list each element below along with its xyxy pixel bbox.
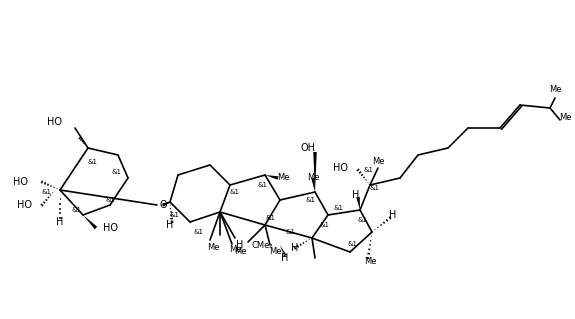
Text: HO: HO xyxy=(102,223,117,233)
Text: OH: OH xyxy=(301,143,316,153)
Text: HO: HO xyxy=(13,177,28,187)
Text: HO: HO xyxy=(47,117,62,127)
Text: &1: &1 xyxy=(319,222,329,228)
Text: H: H xyxy=(166,220,174,230)
Text: H: H xyxy=(389,210,397,220)
Text: &1: &1 xyxy=(88,159,98,165)
Polygon shape xyxy=(265,175,278,180)
Text: &1: &1 xyxy=(72,207,82,213)
Text: &1: &1 xyxy=(193,229,203,235)
Text: &1: &1 xyxy=(333,205,343,211)
Text: H: H xyxy=(292,243,298,253)
Text: CMe₂: CMe₂ xyxy=(251,241,273,249)
Text: Me: Me xyxy=(306,174,319,182)
Text: Me: Me xyxy=(372,158,384,167)
Text: &1: &1 xyxy=(265,215,275,221)
Text: &1: &1 xyxy=(112,169,122,175)
Text: &1: &1 xyxy=(42,189,52,195)
Polygon shape xyxy=(313,152,317,192)
Text: H: H xyxy=(281,253,289,263)
Text: &1: &1 xyxy=(257,182,267,188)
Text: &1: &1 xyxy=(363,167,373,173)
Text: Me: Me xyxy=(364,257,376,266)
Text: &1: &1 xyxy=(305,197,315,203)
Text: O: O xyxy=(159,200,167,210)
Text: Me: Me xyxy=(207,243,219,253)
Text: H: H xyxy=(352,190,360,200)
Text: &1: &1 xyxy=(370,185,380,191)
Text: &1: &1 xyxy=(105,197,115,203)
Text: Me: Me xyxy=(234,248,246,256)
Text: Me: Me xyxy=(277,174,289,182)
Text: Me: Me xyxy=(559,114,571,122)
Text: H: H xyxy=(56,217,64,227)
Text: &1: &1 xyxy=(230,189,240,195)
Text: HO: HO xyxy=(333,163,348,173)
Text: &1: &1 xyxy=(285,229,295,235)
Text: HO: HO xyxy=(17,200,32,210)
Text: Me: Me xyxy=(269,248,281,256)
Text: &1: &1 xyxy=(357,217,367,223)
Text: &1: &1 xyxy=(347,241,357,247)
Text: Me: Me xyxy=(549,85,561,94)
Text: &1: &1 xyxy=(170,212,180,218)
Text: Me: Me xyxy=(229,246,242,255)
Text: H: H xyxy=(236,240,244,250)
Polygon shape xyxy=(311,178,315,192)
Polygon shape xyxy=(83,215,97,229)
Polygon shape xyxy=(162,202,170,207)
Polygon shape xyxy=(356,197,360,210)
